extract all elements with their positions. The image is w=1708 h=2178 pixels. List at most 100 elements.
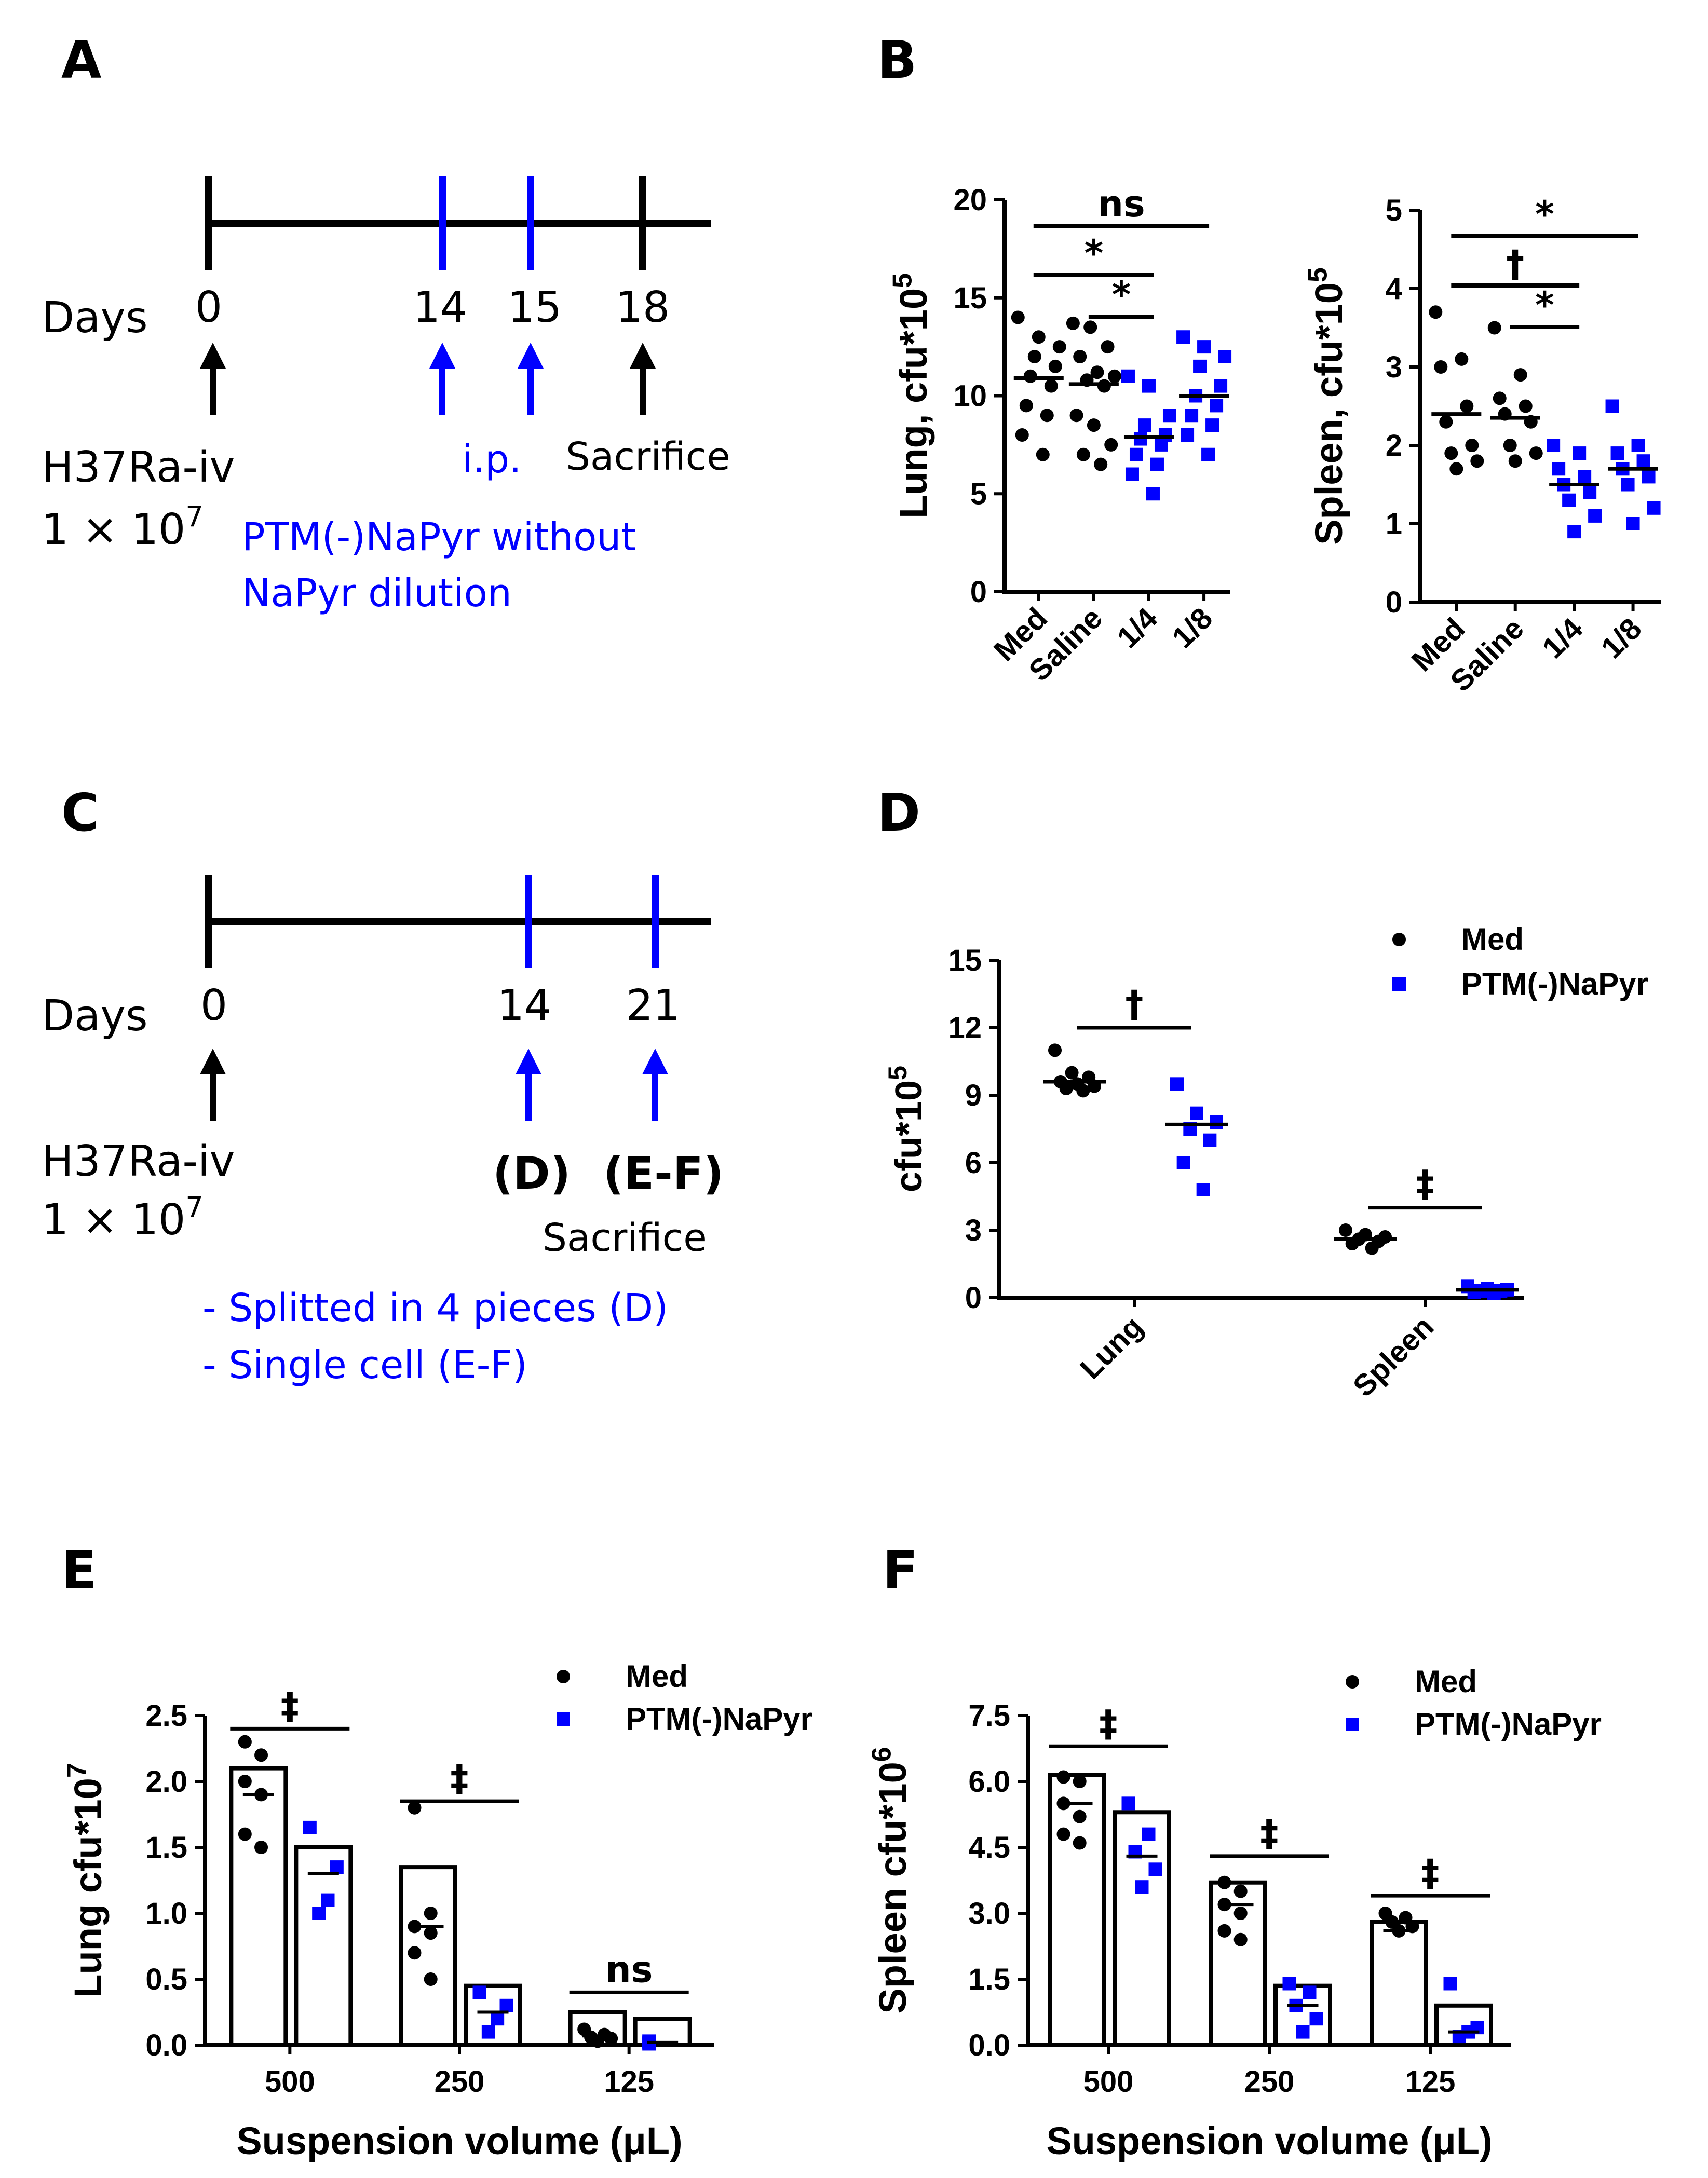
panel-c-letter: C (61, 782, 99, 843)
E-point-0-1-3 (424, 1926, 438, 1940)
D-point-0-0-0 (1048, 1043, 1062, 1057)
D-point-0-0-1 (1065, 1066, 1079, 1080)
D-point-1-1-5 (1467, 1285, 1481, 1299)
B-lung-point-1-10 (1104, 438, 1118, 452)
panel-d-letter: D (877, 782, 920, 843)
B-spleen-point-2-5 (1583, 485, 1597, 499)
B-spleen-point-3-3 (1636, 454, 1650, 468)
B-lung-point-3-10 (1201, 447, 1215, 461)
B-lung-point-2-6 (1154, 438, 1168, 452)
F-bar-1-0 (1113, 1810, 1171, 2047)
E-legend-label-0: Med (626, 1659, 688, 1694)
sacrifice-label-c: Sacrifice (543, 1216, 707, 1260)
B-lung-point-1-1 (1083, 320, 1097, 334)
panel-f-letter: F (883, 1540, 918, 1601)
F-xtick-label-1: 250 (1244, 2065, 1295, 2099)
B-spleen-point-0-7 (1470, 454, 1484, 468)
B-lung-point-3-3 (1193, 359, 1207, 373)
F-bar-0-0 (1048, 1773, 1106, 2048)
B-spleen-ytick-label-0: 0 (1386, 586, 1402, 619)
F-legend-label-1: PTM(-)NaPyr (1415, 1707, 1602, 1741)
B-spleen-point-0-2 (1434, 360, 1448, 374)
arrow-a-0 (200, 343, 226, 415)
E-xtick-label-1: 250 (435, 2065, 485, 2099)
arrow-c-21 (642, 1049, 668, 1121)
F-point-1-1-1 (1303, 1985, 1317, 1999)
B-lung-point-1-3 (1073, 350, 1087, 363)
E-ytick-label-5: 2.5 (145, 1699, 187, 1733)
F-point-0-0-3 (1073, 1809, 1087, 1823)
chart-f: 0.0 1.5 3.0 4.5 6.0 7.5 500 ‡ 250 ‡ 125 ‡ Suspension… (866, 1664, 1602, 2162)
B-spleen-point-1-7 (1529, 446, 1543, 460)
F-ytick-label-1: 1.5 (968, 1963, 1010, 1996)
F-point-0-0-0 (1056, 1770, 1070, 1784)
B-spleen-point-0-5 (1465, 439, 1479, 452)
F-point-0-0-5 (1073, 1836, 1087, 1850)
F-point-1-1-4 (1296, 2025, 1310, 2039)
B-spleen-point-2-1 (1573, 446, 1587, 460)
F-point-1-0-0 (1121, 1796, 1135, 1811)
B-spleen-point-1-3 (1519, 399, 1533, 413)
D-point-0-1-6 (1365, 1241, 1379, 1255)
B-spleen-point-0-8 (1449, 462, 1463, 476)
E-point-0-1-0 (408, 1801, 422, 1815)
B-lung-point-3-7 (1185, 409, 1199, 423)
E-point-1-1-1 (499, 1998, 513, 2012)
B-spleen-bracket-label-1: † (1506, 242, 1524, 285)
panel-d: D 0 3 6 9 12 15 Lung † Spleen ‡ cfu*105 Med PTM(-)Na… (877, 782, 1648, 1404)
ip-label: i.p. (462, 437, 522, 482)
B-lung-point-1-2 (1101, 340, 1115, 354)
B-spleen-point-3-5 (1642, 470, 1656, 484)
B-lung-point-1-9 (1087, 418, 1101, 432)
day-c-14: 14 (497, 981, 551, 1030)
B-lung-point-1-12 (1094, 457, 1108, 471)
E-point-1-0-0 (303, 1820, 317, 1834)
panel-f: F 0.0 1.5 3.0 4.5 6.0 7.5 500 ‡ 250 ‡ 125 ‡ Suspensi… (866, 1540, 1602, 2162)
E-bar-0-0 (229, 1766, 288, 2048)
B-lung-point-0-3 (1027, 350, 1041, 363)
B-spleen-point-0-1 (1455, 352, 1469, 366)
B-spleen-ytick-label-3: 3 (1386, 350, 1402, 384)
D-point-0-1-0 (1339, 1223, 1352, 1237)
E-point-0-1-5 (424, 1972, 438, 1986)
D-point-1-0-2 (1210, 1115, 1223, 1129)
chart-d: 0 3 6 9 12 15 Lung † Spleen ‡ cfu*105 Med PTM(-)NaPy… (883, 922, 1648, 1404)
day-a-15: 15 (508, 283, 562, 332)
B-lung-point-0-2 (1052, 340, 1066, 354)
B-lung-point-1-11 (1076, 447, 1090, 461)
note-split: - Splitted in 4 pieces (D) (202, 1286, 668, 1330)
E-bar-1-1 (464, 1983, 522, 2047)
B-spleen-point-2-3 (1578, 470, 1592, 484)
B-spleen-point-3-2 (1610, 446, 1624, 460)
B-lung-point-2-9 (1125, 467, 1139, 481)
B-spleen-point-3-8 (1626, 517, 1640, 530)
B-spleen-ylabel: Spleen, cfu*105 (1302, 267, 1350, 545)
F-legend-marker-1 (1346, 1718, 1359, 1731)
B-spleen-point-2-0 (1547, 439, 1561, 452)
F-bracket-label-0: ‡ (1100, 1702, 1118, 1745)
D-ytick-label-0: 0 (965, 1281, 982, 1315)
D-bracket-label-0: † (1126, 983, 1144, 1025)
E-point-1-0-1 (330, 1860, 344, 1874)
E-point-1-1-3 (481, 2025, 495, 2039)
B-lung-point-0-0 (1011, 310, 1025, 324)
D-ylabel: cfu*105 (883, 1066, 930, 1192)
F-ytick-label-5: 7.5 (968, 1699, 1010, 1733)
E-point-0-0-2 (238, 1775, 252, 1788)
B-spleen-point-2-7 (1588, 509, 1602, 523)
D-point-1-0-4 (1203, 1133, 1217, 1147)
B-lung-ytick-label-0: 0 (970, 575, 987, 609)
E-ylabel: Lung cfu*107 (61, 1763, 110, 1997)
panel-e: E 0.0 0.5 1.0 1.5 2.0 2.5 500 ‡ 250 ‡ 125 ns Suspens… (61, 1540, 812, 2162)
D-xtick-label-1: Spleen (1347, 1310, 1440, 1403)
B-spleen-point-2-6 (1562, 493, 1576, 507)
B-lung-xtick-label-2: 1/4 (1110, 601, 1164, 655)
B-spleen-xtick-label-3: 1/8 (1595, 611, 1648, 665)
D-point-0-0-6 (1059, 1082, 1073, 1095)
F-bar-0-1 (1209, 1880, 1267, 2048)
day-a-14: 14 (413, 283, 467, 332)
F-point-1-2-0 (1443, 1977, 1457, 1991)
